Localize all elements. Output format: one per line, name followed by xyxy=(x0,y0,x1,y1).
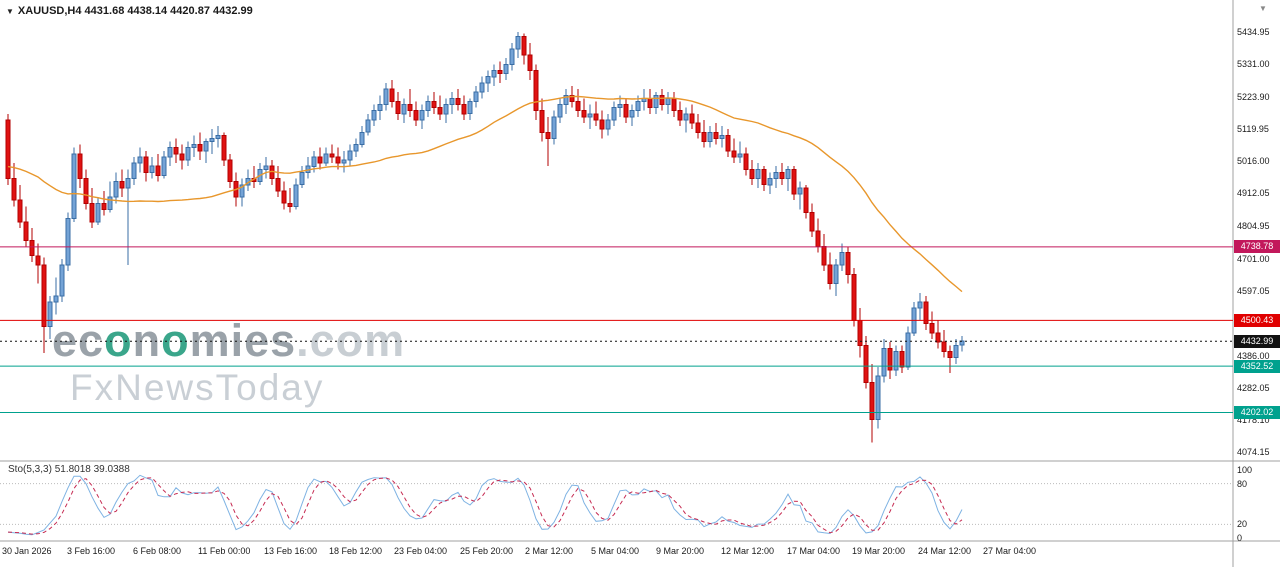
stoch-k-line xyxy=(7,474,963,536)
symbol-dropdown-icon[interactable]: ▼ xyxy=(6,6,14,16)
symbol-quote-text: XAUUSD,H4 4431.68 4438.14 4420.87 4432.9… xyxy=(17,5,253,17)
symbol-info-bar: ▼ XAUUSD,H4 4431.68 4438.14 4420.87 4432… xyxy=(6,5,253,17)
candles-group xyxy=(5,32,965,443)
moving-average-line xyxy=(7,95,963,293)
stoch-d-line xyxy=(7,477,963,535)
